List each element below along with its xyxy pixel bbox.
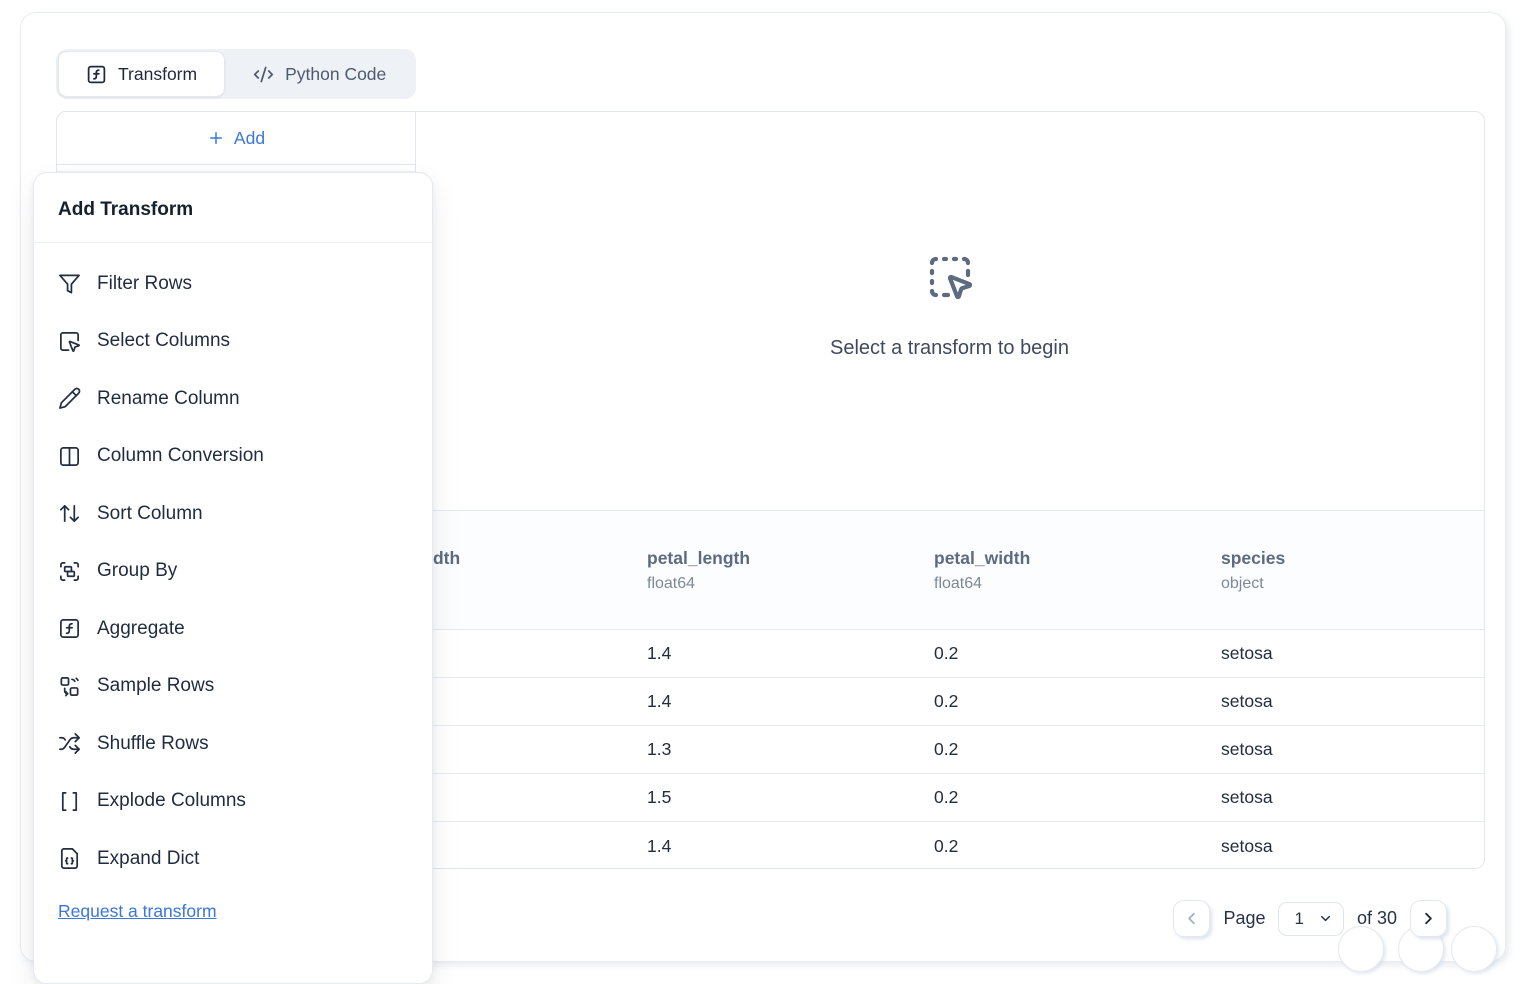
select-columns-icon [58,330,81,353]
tab-python-code-label: Python Code [285,63,387,84]
menu-item-sort-column[interactable]: Sort Column [34,485,432,543]
empty-state: Select a transform to begin [415,112,1484,510]
empty-state-message: Select a transform to begin [829,337,1069,359]
pagination: Page 1 of 30 [1173,900,1447,937]
file-braces-icon [58,847,81,870]
column-header-petal-length: petal_length float64 [647,547,751,592]
sample-rows-icon [58,675,81,698]
next-page-button[interactable] [1410,900,1447,937]
code-icon [253,64,274,85]
square-function-icon [86,64,107,85]
menu-item-aggregate[interactable]: Aggregate [34,600,432,658]
square-dashed-mouse-pointer-icon [926,253,974,301]
cutoff-button[interactable] [1451,926,1497,972]
menu-item-group-by[interactable]: Group By [34,543,432,601]
tab-python-code[interactable]: Python Code [225,51,414,97]
prev-page-button[interactable] [1173,900,1211,937]
column-header-petal-width: petal_width float64 [934,547,1031,592]
columns-icon [58,445,81,468]
page-select-value: 1 [1294,908,1304,928]
shuffle-icon [58,732,81,755]
page-label: Page [1223,908,1266,928]
plus-icon [207,129,225,147]
page-total-label: of 30 [1356,908,1397,928]
dropdown-list: Filter Rows Select Columns Rename Column… [34,243,432,922]
menu-item-explode-columns[interactable]: Explode Columns [34,773,432,831]
page-select[interactable]: 1 [1278,901,1344,936]
funnel-icon [58,272,81,295]
menu-item-shuffle-rows[interactable]: Shuffle Rows [34,715,432,773]
menu-item-sample-rows[interactable]: Sample Rows [34,658,432,716]
pencil-icon [58,387,81,410]
chevron-down-icon [1318,911,1333,926]
group-icon [58,560,81,583]
menu-item-select-columns[interactable]: Select Columns [34,313,432,371]
menu-item-expand-dict[interactable]: Expand Dict [34,830,432,888]
add-button-label: Add [233,127,266,148]
chevron-right-icon [1419,909,1438,928]
brackets-icon [58,790,81,813]
menu-item-rename-column[interactable]: Rename Column [34,370,432,428]
menu-item-filter-rows[interactable]: Filter Rows [34,255,432,313]
request-transform-link[interactable]: Request a transform [58,900,217,921]
chevron-left-icon [1182,909,1201,928]
menu-item-column-conversion[interactable]: Column Conversion [34,428,432,486]
sort-arrows-icon [58,502,81,525]
function-square-icon [58,617,81,640]
add-transform-button[interactable]: Add [57,112,415,165]
add-transform-dropdown: Add Transform Filter Rows Select Columns… [33,172,433,984]
sidebar-subline [57,171,415,172]
tab-transform[interactable]: Transform [58,51,226,97]
tab-transform-label: Transform [118,63,198,84]
dropdown-title: Add Transform [34,173,432,243]
tab-bar: Transform Python Code [56,49,417,99]
column-header-species: species object [1221,547,1286,592]
